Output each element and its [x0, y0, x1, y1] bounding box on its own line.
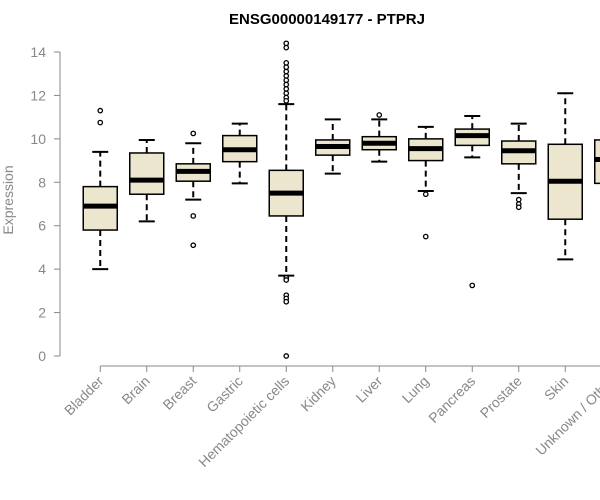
x-tick-label-4: Hematopoietic cells — [195, 373, 292, 470]
outlier-lung-1 — [422, 233, 429, 240]
box-skin — [547, 92, 583, 261]
y-tick-label-4: 8 — [38, 174, 46, 190]
outlier-hematopoietic-cells-1 — [283, 44, 290, 51]
x-tick-label-9: Prostate — [477, 373, 525, 421]
x-tick-label-1: Brain — [118, 373, 152, 407]
x-tick-label-5: Kidney — [297, 373, 339, 415]
y-tick-label-0: 0 — [38, 348, 46, 364]
x-tick-label-8: Pancreas — [425, 373, 478, 426]
outlier-pancreas-0 — [469, 282, 476, 289]
y-tick-label-6: 12 — [30, 87, 46, 103]
outlier-breast-1 — [190, 213, 197, 219]
x-tick-label-0: Bladder — [61, 373, 107, 419]
box-gastric — [222, 122, 258, 185]
x-tick-label-2: Breast — [159, 373, 199, 413]
box-prostate — [501, 122, 537, 211]
box-pancreas — [454, 115, 490, 289]
x-tick-label-6: Liver — [353, 373, 386, 406]
outlier-prostate-2 — [515, 204, 522, 211]
box-lung — [408, 125, 444, 240]
box-rect-brain — [129, 152, 165, 195]
outlier-lung-0 — [422, 191, 429, 198]
y-tick-label-2: 4 — [38, 261, 46, 277]
box-breast — [175, 130, 211, 249]
outlier-hematopoietic-cells-17 — [283, 353, 290, 359]
x-tick-label-10: Skin — [541, 373, 572, 404]
x-tick-label-3: Gastric — [203, 373, 246, 416]
outlier-bladder-0 — [97, 119, 104, 126]
outlier-liver-0 — [376, 112, 383, 118]
box-liver — [361, 112, 397, 163]
outlier-hematopoietic-cells-16 — [283, 298, 290, 305]
y-tick-label-5: 10 — [30, 131, 46, 147]
y-tick-label-7: 14 — [30, 44, 46, 60]
y-tick-label-1: 2 — [38, 305, 46, 321]
box-unknown-other — [594, 139, 600, 185]
outlier-hematopoietic-cells-13 — [283, 277, 290, 283]
box-kidney — [315, 118, 351, 175]
outlier-bladder-1 — [97, 107, 104, 114]
x-tick-label-7: Lung — [399, 373, 432, 406]
outlier-breast-2 — [190, 242, 197, 249]
boxes-layer — [82, 40, 600, 359]
outlier-hematopoietic-cells-11 — [283, 98, 290, 104]
y-axis-label: Expression — [0, 165, 16, 234]
y-tick-label-3: 6 — [38, 218, 46, 234]
y-axis: 0 2 4 6 8 10 12 14 — [30, 44, 61, 364]
box-hematopoietic-cells — [268, 40, 304, 359]
box-bladder — [82, 107, 118, 271]
box-brain — [129, 138, 165, 223]
chart-title: ENSG00000149177 - PTPRJ — [229, 11, 425, 28]
outlier-breast-0 — [190, 130, 197, 137]
